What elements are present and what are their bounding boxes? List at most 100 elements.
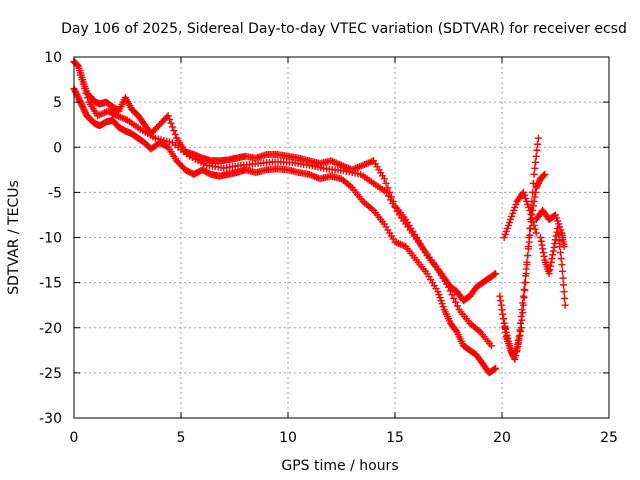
data-point xyxy=(532,152,540,160)
data-point xyxy=(554,230,562,238)
data-point xyxy=(546,266,554,274)
data-point xyxy=(499,315,507,323)
data-point xyxy=(529,202,537,210)
data-point xyxy=(539,245,547,253)
data-point xyxy=(539,249,547,257)
series-band-low xyxy=(70,85,500,377)
data-point xyxy=(526,206,534,214)
data-point xyxy=(492,364,500,372)
data-point xyxy=(79,80,87,88)
data-point xyxy=(552,236,559,244)
series-band-mid xyxy=(76,71,495,350)
x-tick-label: 15 xyxy=(386,430,404,446)
data-point xyxy=(496,292,504,300)
data-point xyxy=(532,229,540,237)
x-tick-label: 5 xyxy=(177,430,186,446)
data-point xyxy=(545,270,553,278)
data-point xyxy=(498,306,506,314)
data-points xyxy=(70,58,569,377)
data-point xyxy=(513,344,521,352)
data-point xyxy=(517,328,525,336)
y-tick-label: -5 xyxy=(48,185,62,201)
data-point xyxy=(549,251,557,259)
data-point xyxy=(382,188,390,196)
data-point xyxy=(522,272,530,280)
data-point xyxy=(446,287,454,295)
data-point xyxy=(517,319,525,327)
data-point xyxy=(560,288,568,296)
y-ticks xyxy=(74,56,609,419)
data-point xyxy=(561,301,569,309)
data-point xyxy=(550,243,558,251)
data-point xyxy=(382,179,390,187)
data-point xyxy=(512,348,520,356)
data-point xyxy=(547,262,555,270)
data-point xyxy=(84,94,92,102)
data-point xyxy=(556,249,564,257)
y-tick-label: -15 xyxy=(39,276,62,292)
data-point xyxy=(527,224,535,232)
data-point xyxy=(524,252,532,260)
data-point xyxy=(82,89,90,97)
data-point xyxy=(170,127,178,135)
data-point xyxy=(516,326,524,334)
data-point xyxy=(448,291,456,299)
data-point xyxy=(521,286,529,294)
data-point xyxy=(452,298,460,306)
data-point xyxy=(452,327,460,335)
data-point xyxy=(512,352,520,360)
data-point xyxy=(523,258,531,266)
data-point xyxy=(520,294,528,302)
x-tick-label: 20 xyxy=(493,430,511,446)
data-point xyxy=(487,342,495,350)
data-point xyxy=(514,337,522,345)
y-tick-label: -20 xyxy=(39,321,62,337)
data-point xyxy=(76,71,84,79)
y-tick-label: 0 xyxy=(53,140,62,156)
data-point xyxy=(538,241,546,249)
data-point xyxy=(450,294,458,302)
y-tick-label: -10 xyxy=(39,231,62,247)
chart-title: Day 106 of 2025, Sidereal Day-to-day VTE… xyxy=(61,21,627,37)
data-point xyxy=(531,225,539,233)
x-tick-labels: 0 5 10 15 20 25 xyxy=(70,430,618,446)
data-point xyxy=(530,221,538,229)
data-point xyxy=(519,299,527,307)
series-rebound-a xyxy=(496,134,542,359)
data-point xyxy=(515,333,523,341)
data-point xyxy=(528,214,536,222)
data-point xyxy=(530,170,538,178)
data-point xyxy=(522,265,530,273)
data-point xyxy=(531,164,539,172)
series-late-tail-upper xyxy=(532,206,568,251)
data-point xyxy=(492,270,500,278)
data-point xyxy=(519,292,527,300)
data-point xyxy=(391,203,399,211)
data-point xyxy=(534,140,542,148)
data-point xyxy=(557,255,565,263)
data-point xyxy=(518,306,526,314)
data-point xyxy=(511,355,519,363)
data-point xyxy=(501,324,509,332)
series-late-tail xyxy=(537,224,569,309)
series-rebound-c xyxy=(500,188,540,241)
data-point xyxy=(532,188,540,196)
data-point xyxy=(534,134,542,142)
data-point xyxy=(167,119,175,127)
data-point xyxy=(537,237,545,245)
data-point xyxy=(385,192,393,200)
data-point xyxy=(525,238,533,246)
y-tick-label: -25 xyxy=(39,366,62,382)
data-point xyxy=(517,312,525,320)
data-point xyxy=(168,123,176,131)
series-rebound-b xyxy=(498,170,549,363)
x-axis-label: GPS time / hours xyxy=(281,458,398,474)
data-point xyxy=(540,252,548,260)
data-point xyxy=(558,267,566,275)
y-axis-label: SDTVAR / TECUs xyxy=(6,180,22,295)
data-point xyxy=(531,193,539,201)
data-point xyxy=(561,294,569,302)
data-point xyxy=(560,243,568,251)
data-point xyxy=(380,175,388,183)
y-tick-label: 5 xyxy=(53,95,62,111)
